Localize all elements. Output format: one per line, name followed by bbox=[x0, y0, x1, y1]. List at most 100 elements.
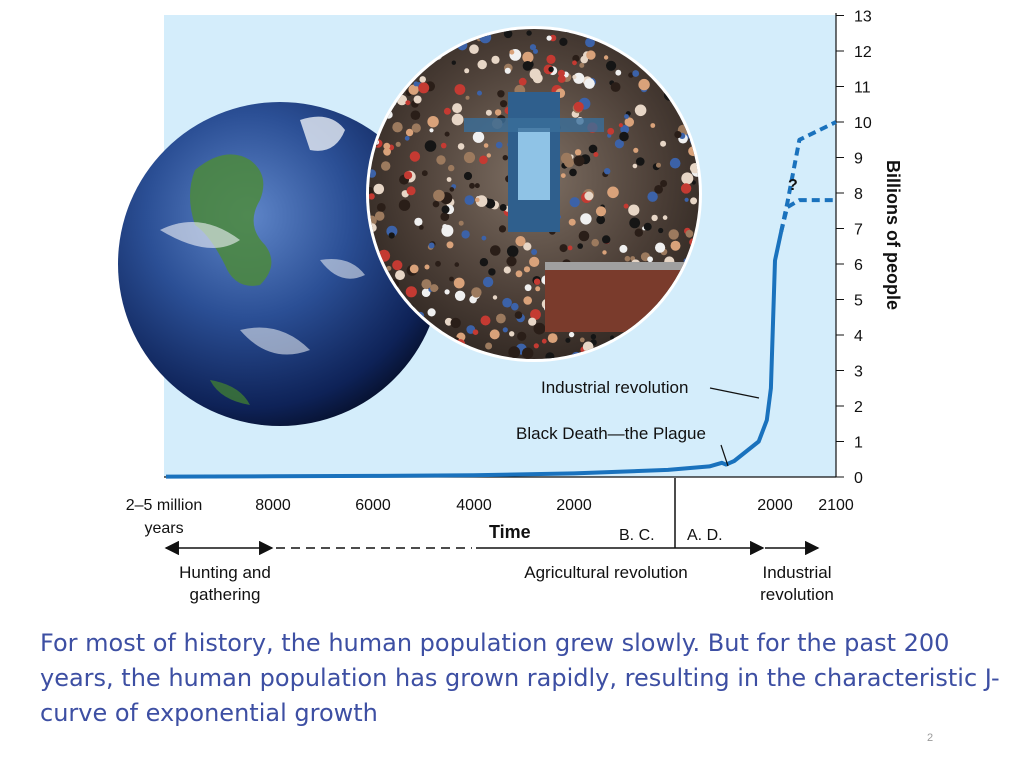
crowd-figure bbox=[532, 73, 543, 84]
crowd-figure bbox=[584, 191, 594, 201]
crowd-figure bbox=[482, 276, 494, 288]
crowd-figure bbox=[463, 151, 476, 164]
y-tick-label: 3 bbox=[854, 364, 863, 381]
crowd-figure bbox=[440, 212, 450, 222]
crowd-figure bbox=[465, 95, 470, 100]
y-tick-label: 12 bbox=[854, 44, 872, 61]
earth-photo bbox=[118, 102, 442, 426]
crowd-figure bbox=[514, 311, 523, 319]
crowd-figure bbox=[414, 217, 423, 226]
crowd-figure bbox=[533, 322, 546, 335]
crowd-figure bbox=[486, 153, 491, 158]
crowd-figure bbox=[650, 123, 656, 128]
crowd-figure bbox=[448, 164, 455, 172]
y-tick-label: 7 bbox=[854, 222, 863, 239]
crowd-figure bbox=[628, 72, 634, 78]
crowd-figure bbox=[429, 128, 434, 133]
crowd-figure bbox=[634, 104, 647, 117]
crowd-figure bbox=[604, 168, 611, 175]
crowd-figure bbox=[630, 256, 636, 261]
crowd-figure bbox=[444, 289, 450, 295]
crowd-figure bbox=[603, 55, 609, 60]
crowd-figure bbox=[503, 29, 513, 39]
crowd-figure bbox=[669, 157, 681, 169]
crowd-figure bbox=[574, 149, 582, 156]
crowd-figure bbox=[533, 343, 539, 349]
crowd-figure bbox=[662, 215, 668, 220]
crowd-figure bbox=[427, 308, 436, 317]
crowd-figure bbox=[421, 288, 431, 298]
crowd-figure bbox=[458, 220, 464, 226]
x-axis-title: Time bbox=[489, 522, 531, 542]
y-tick-label: 1 bbox=[854, 435, 863, 452]
crowd-figure bbox=[647, 256, 653, 263]
crowd-figure bbox=[369, 187, 374, 195]
crowd-figure bbox=[404, 171, 413, 180]
crowd-figure bbox=[413, 95, 422, 104]
crowd-figure bbox=[629, 217, 641, 229]
crowd-figure bbox=[619, 244, 628, 253]
crowd-figure bbox=[411, 123, 421, 133]
crowd-figure bbox=[492, 295, 498, 300]
crowd-figure bbox=[572, 54, 580, 63]
crowd-figure bbox=[549, 34, 557, 42]
crowd-figure bbox=[573, 101, 584, 112]
crowd-figure bbox=[490, 245, 501, 256]
annotation-industrial-leader bbox=[709, 387, 760, 399]
crowd-figure bbox=[483, 143, 489, 148]
crowd-figure bbox=[596, 215, 606, 225]
crowd-figure bbox=[533, 278, 541, 285]
crowd-figure bbox=[446, 177, 452, 182]
crowd-figure bbox=[409, 264, 419, 274]
crowd-figure bbox=[500, 100, 508, 108]
crowd-figure bbox=[690, 197, 698, 205]
crowd-figure bbox=[567, 245, 573, 251]
projection-question-mark: ? bbox=[788, 177, 798, 194]
crowd-figure bbox=[651, 214, 658, 222]
crowd-figure bbox=[668, 229, 679, 240]
crowd-figure bbox=[647, 191, 658, 202]
crowd-figure bbox=[578, 230, 590, 242]
crowd-figure bbox=[392, 260, 403, 271]
crowd-figure bbox=[449, 187, 455, 192]
crowd-figure bbox=[464, 195, 475, 206]
crowd-figure bbox=[660, 180, 668, 187]
period-label-industrial: Industrial revolution bbox=[760, 563, 834, 604]
y-tick-label: 2 bbox=[854, 399, 863, 416]
crowd-figure bbox=[546, 35, 552, 41]
y-tick-label: 6 bbox=[854, 257, 863, 274]
crowd-figure bbox=[479, 258, 489, 267]
crowd-figure bbox=[624, 255, 631, 262]
crowd-figure bbox=[523, 296, 532, 305]
crowd-figure bbox=[433, 189, 445, 202]
crowd-figure bbox=[633, 147, 639, 153]
crowd-figure bbox=[569, 197, 580, 208]
period-label-agricultural: Agricultural revolution bbox=[524, 563, 687, 582]
crowd-figure bbox=[524, 284, 532, 292]
crowd-figure bbox=[374, 211, 385, 221]
y-tick-label: 5 bbox=[854, 293, 863, 310]
crowd-figure bbox=[503, 266, 511, 274]
crowd-figure bbox=[610, 335, 615, 340]
crowd-figure bbox=[615, 69, 622, 76]
crowd-figure bbox=[477, 90, 482, 96]
crowd-figure bbox=[443, 107, 451, 115]
crowd-figure bbox=[496, 313, 506, 324]
crowd-figure bbox=[618, 123, 624, 128]
crowd-figure bbox=[638, 78, 650, 91]
crowd-figure bbox=[499, 204, 507, 211]
y-tick-label: 9 bbox=[854, 151, 863, 168]
crowd-figure bbox=[523, 242, 532, 251]
crowd-figure bbox=[432, 200, 440, 208]
slide-number: 2 bbox=[926, 732, 934, 744]
crowd-figure bbox=[497, 90, 505, 98]
crowd-figure bbox=[386, 265, 392, 271]
annotation-black-death: Black Death—the Plague bbox=[516, 424, 706, 443]
crowd-figure bbox=[602, 250, 607, 255]
crowd-figure bbox=[533, 48, 538, 54]
crowd-figure bbox=[541, 338, 547, 344]
crowd-figure bbox=[535, 286, 541, 292]
crowd-photo bbox=[366, 26, 702, 362]
crowd-figure bbox=[409, 151, 421, 162]
